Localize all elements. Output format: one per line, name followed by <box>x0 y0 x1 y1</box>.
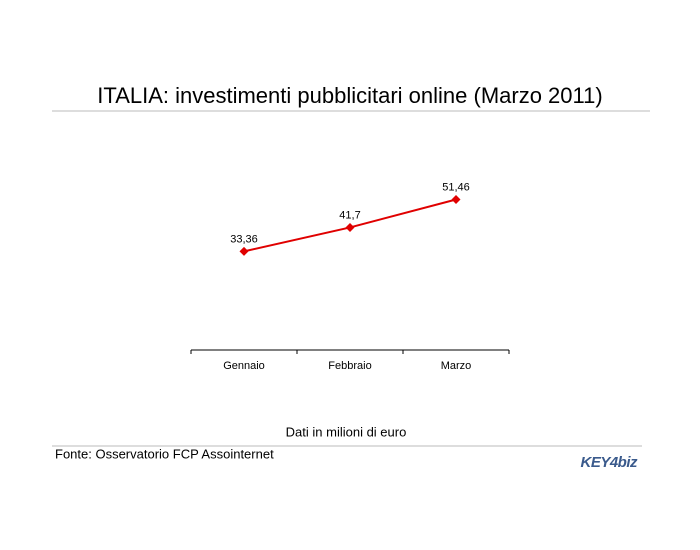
point <box>345 222 355 232</box>
source: Fonte: Osservatorio FCP Assointernet <box>55 446 274 461</box>
value-label: 51,46 <box>442 181 470 193</box>
point <box>239 246 249 256</box>
point <box>451 194 461 204</box>
caption: Dati in milioni di euro <box>286 424 407 439</box>
value-label: 33,36 <box>230 233 258 245</box>
x-tick-label: Marzo <box>441 360 472 372</box>
chart-title: ITALIA: investimenti pubblicitari online… <box>97 83 602 108</box>
value-label: 41,7 <box>339 209 360 221</box>
logo: KEY4biz <box>580 454 638 471</box>
x-tick-label: Gennaio <box>223 360 265 372</box>
x-tick-label: Febbraio <box>328 360 371 372</box>
